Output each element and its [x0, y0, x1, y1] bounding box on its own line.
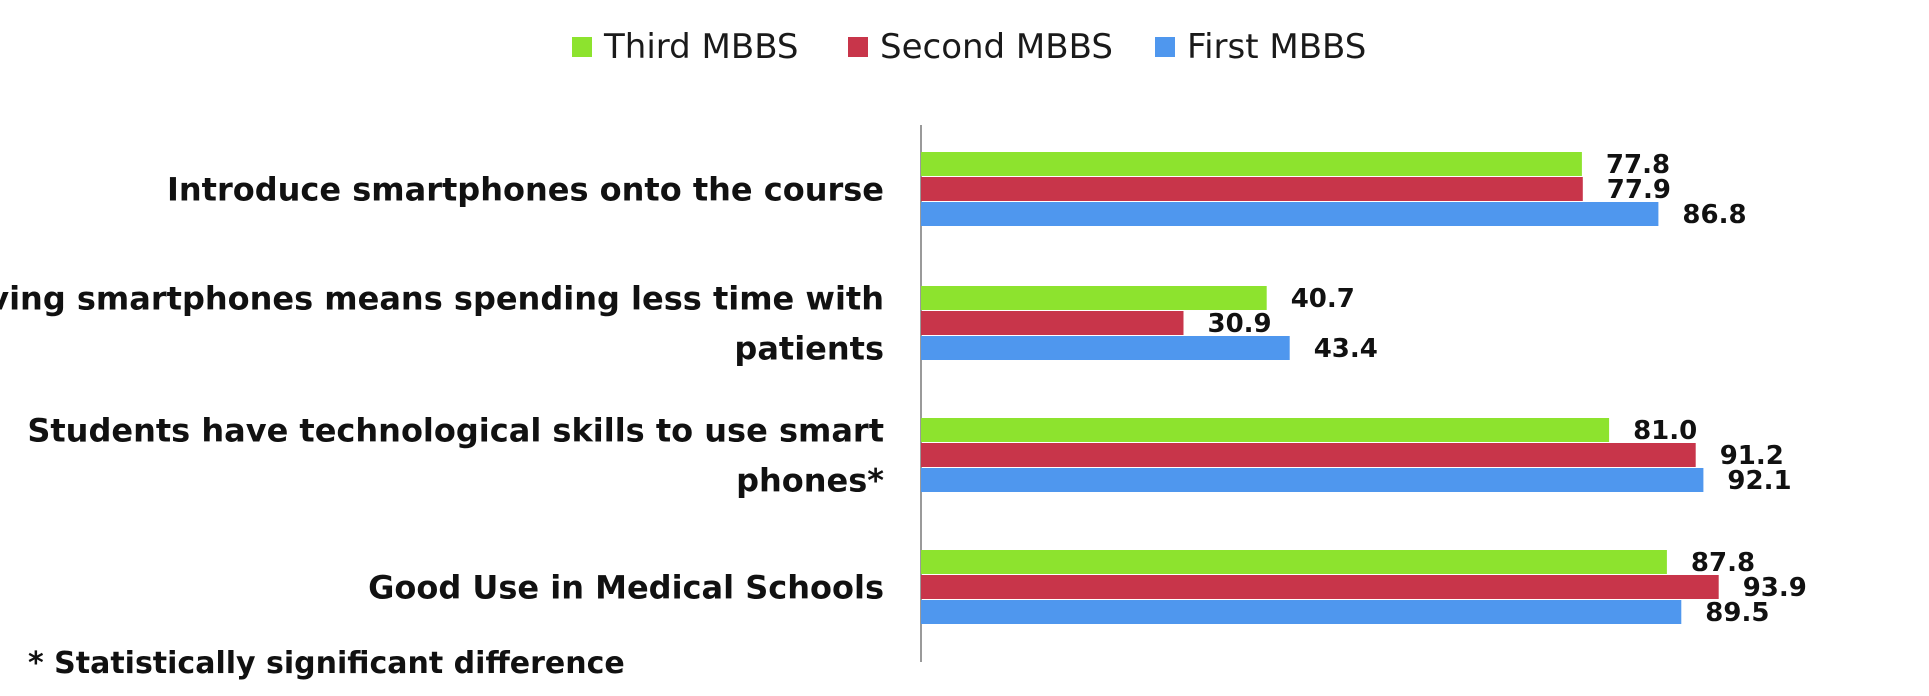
- legend-swatch-2: [848, 37, 868, 57]
- data-label: 91.2: [1720, 441, 1784, 471]
- bar: [921, 286, 1267, 310]
- data-label: 77.8: [1606, 150, 1670, 180]
- legend-label-3: First MBBS: [1187, 27, 1366, 67]
- data-label: 87.8: [1691, 548, 1755, 578]
- legend-swatch-3: [1155, 37, 1175, 57]
- legend: Third MBBS Second MBBS First MBBS: [572, 27, 1366, 67]
- category-label: phones*: [736, 462, 884, 500]
- bars-group: 77.877.9 86.8 40.7 30.9 43.4 81.0 91.292.1 87.8…: [921, 150, 1807, 628]
- category-label: Introduce smartphones onto the course: [167, 171, 884, 209]
- data-label: 92.1: [1727, 466, 1791, 496]
- bar: [921, 468, 1704, 492]
- data-label: 77.9: [1607, 175, 1671, 205]
- data-label: 43.4: [1314, 334, 1378, 364]
- data-label: 40.7: [1291, 284, 1355, 314]
- bar: [921, 152, 1582, 176]
- legend-label-2: Second MBBS: [880, 27, 1113, 67]
- data-label: 93.9: [1743, 573, 1807, 603]
- bar: [921, 202, 1659, 226]
- data-label: 30.9: [1208, 309, 1272, 339]
- category-label: Students have technological skills to us…: [27, 412, 884, 450]
- bar: [921, 336, 1290, 360]
- category-label: patients: [734, 330, 884, 368]
- bar: [921, 550, 1667, 574]
- legend-swatch-1: [572, 37, 592, 57]
- category-label: Having smartphones means spending less t…: [0, 280, 884, 318]
- category-label: Good Use in Medical Schools: [368, 569, 884, 607]
- legend-label-1: Third MBBS: [603, 27, 799, 67]
- bar: [921, 575, 1719, 599]
- bar: [921, 311, 1184, 335]
- footnote: * Statistically significant difference: [28, 646, 625, 681]
- bar: [921, 443, 1696, 467]
- bar: [921, 177, 1583, 201]
- bar: [921, 600, 1682, 624]
- data-label: 89.5: [1705, 598, 1769, 628]
- category-labels: Introduce smartphones onto the course Hav…: [0, 171, 884, 607]
- data-label: 81.0: [1633, 416, 1697, 446]
- bar: [921, 418, 1610, 442]
- data-label: 86.8: [1682, 200, 1746, 230]
